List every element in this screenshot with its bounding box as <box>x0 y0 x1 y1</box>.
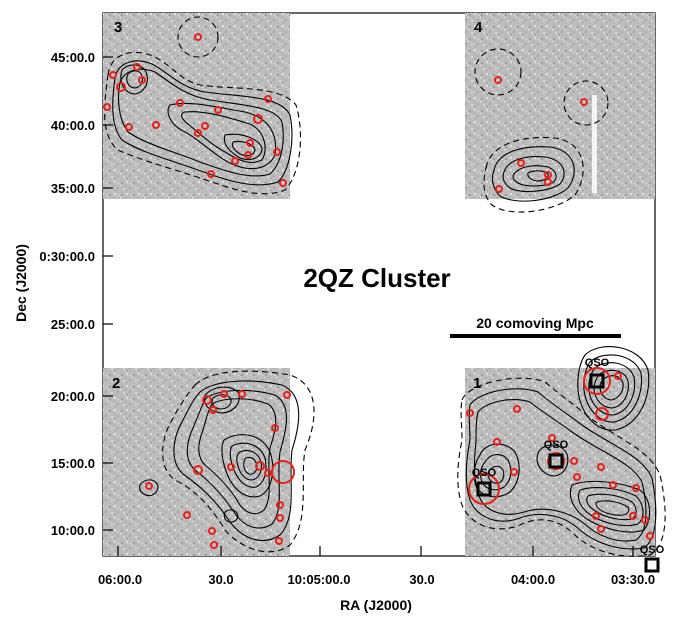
y-tick-label: 45:00.0 <box>51 50 95 65</box>
field-image-4 <box>465 13 655 199</box>
y-tick-label: 20:00.0 <box>51 389 95 404</box>
y-tick-label: 0:30:00.0 <box>39 249 95 264</box>
x-tick-label: 04:00.0 <box>511 572 555 587</box>
qso-label: QSO <box>640 544 665 556</box>
qso-label: QSO <box>585 357 610 369</box>
qso-marker-square <box>476 481 492 497</box>
panel-number-3: 3 <box>114 19 122 36</box>
x-tick-label: 06:00.0 <box>98 572 142 587</box>
qso-label: QSO <box>472 467 497 479</box>
axis-ticks <box>103 56 634 556</box>
qso-marker-square <box>548 453 564 469</box>
contours-panel-1 <box>457 346 666 557</box>
scale-bar-label: 20 comoving Mpc <box>476 315 594 331</box>
panel-number-1: 1 <box>473 375 481 392</box>
contours-panel-3 <box>104 16 301 195</box>
y-tick-label: 40:00.0 <box>51 118 95 133</box>
y-tick-label: 15:00.0 <box>51 456 95 471</box>
y-axis-title: Dec (J2000) <box>13 244 29 322</box>
contours-panel-2 <box>139 370 315 553</box>
x-tick-label: 10:05:00.0 <box>288 572 351 587</box>
qso-marker-square <box>589 373 605 389</box>
x-tick-label: 03:30.0 <box>611 572 655 587</box>
qso-label: QSO <box>544 439 569 451</box>
x-axis-title: RA (J2000) <box>340 597 412 613</box>
y-tick-label: 10:00.0 <box>51 523 95 538</box>
x-tick-label: 30.0 <box>208 572 233 587</box>
qso-marker-square <box>644 557 660 573</box>
source-markers <box>103 33 654 549</box>
qso-markers <box>476 373 660 573</box>
y-tick-label: 25:00.0 <box>51 317 95 332</box>
panel-number-4: 4 <box>474 19 483 36</box>
field-image-3 <box>103 13 290 199</box>
panel-number-2: 2 <box>112 375 120 392</box>
x-tick-label: 30.0 <box>409 572 434 587</box>
y-tick-label: 35:00.0 <box>51 181 95 196</box>
figure-title: 2QZ Cluster <box>303 263 450 293</box>
field-artifact-stripe <box>592 95 597 193</box>
